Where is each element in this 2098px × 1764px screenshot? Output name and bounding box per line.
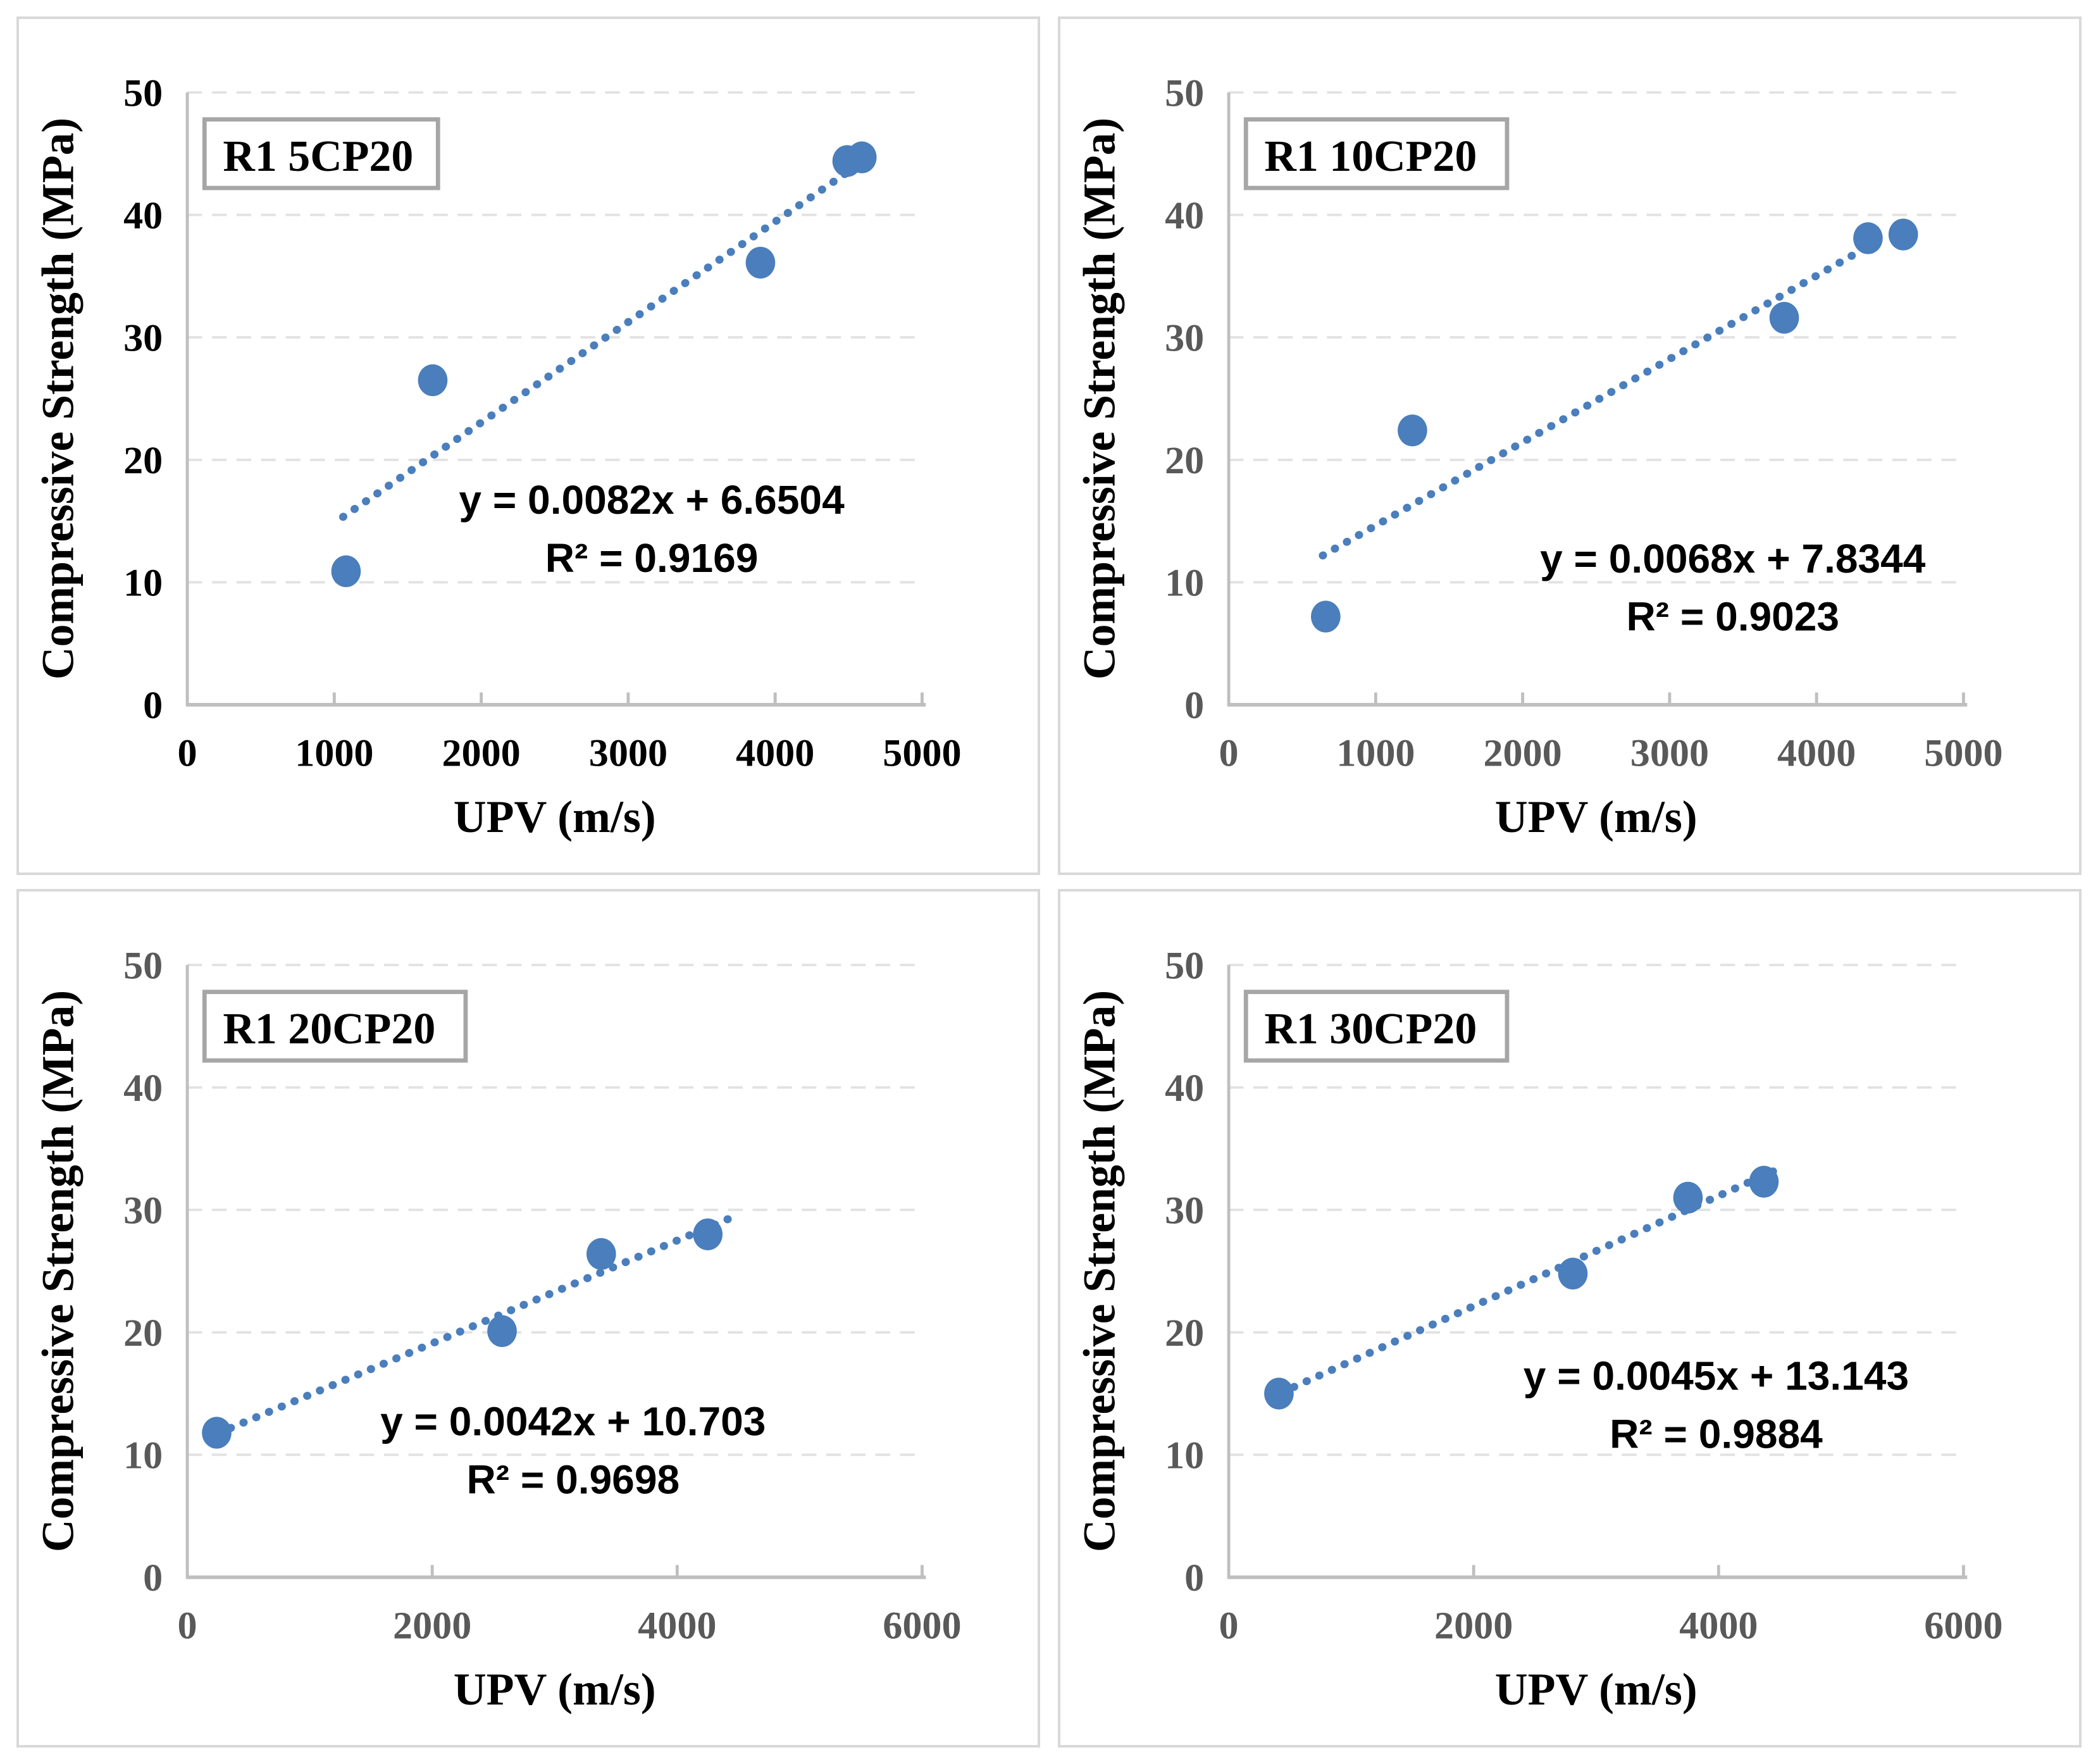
data-point — [1673, 1181, 1703, 1214]
x-tick-label: 0 — [178, 732, 197, 775]
data-point — [1769, 302, 1799, 334]
y-tick-label: 30 — [123, 1189, 163, 1233]
series-label-box — [202, 990, 468, 1063]
trendline-r2: R² = 0.9023 — [1626, 594, 1839, 640]
data-point — [1264, 1377, 1294, 1410]
data-point — [1749, 1165, 1779, 1198]
trendline-equation: y = 0.0045x + 13.143 — [1524, 1353, 1909, 1399]
x-tick-label: 3000 — [589, 732, 667, 775]
series-label-box — [202, 117, 440, 190]
x-tick-label: 4000 — [1777, 732, 1856, 775]
series-label: R1 30CP20 — [1264, 1005, 1477, 1053]
x-tick-label: 1000 — [1336, 732, 1415, 775]
scatter-chart-r1-5cp20: 0 10 20 30 40 50 0 1000 2000 3000 4000 5000 UPV (m/s… — [32, 72, 961, 843]
x-tick-label: 1000 — [295, 732, 373, 775]
y-tick-label: 40 — [123, 194, 163, 237]
x-tick-label: 2000 — [442, 732, 520, 775]
scatter-chart-r1-10cp20: 0 10 20 30 40 50 0 1000 2000 3000 4000 5000 UPV (m/s… — [1074, 72, 2002, 843]
y-tick-label: 10 — [1165, 562, 1204, 605]
x-tick-label: 5000 — [883, 732, 961, 775]
data-point — [1853, 222, 1883, 254]
y-tick-label: 20 — [123, 439, 163, 482]
series-label: R1 5CP20 — [223, 132, 413, 181]
data-point — [1558, 1257, 1588, 1290]
data-point — [202, 1417, 232, 1449]
data-point — [331, 555, 361, 588]
data-point — [1311, 600, 1341, 633]
data-point — [1398, 414, 1427, 447]
trendline — [214, 1214, 735, 1438]
y-tick-label: 0 — [143, 684, 163, 727]
x-tick-label: 6000 — [883, 1605, 961, 1648]
y-tick-label: 10 — [123, 562, 163, 605]
scatter-chart-r1-30cp20: 0 10 20 30 40 50 0 2000 4000 6000 UPV (m/s) Compres… — [1074, 945, 2002, 1715]
y-tick-label: 40 — [1165, 194, 1204, 237]
trendline-equation: y = 0.0068x + 7.8344 — [1540, 536, 1926, 581]
x-tick-label: 3000 — [1630, 732, 1709, 775]
chart-panel-bottom-left: 0 10 20 30 40 50 0 2000 4000 6000 UPV (m/s) Compres… — [16, 889, 1040, 1748]
y-axis-title: Compressive Strength (MPa) — [1074, 118, 1124, 680]
x-tick-label: 0 — [1219, 732, 1239, 775]
y-tick-label: 40 — [123, 1067, 163, 1110]
x-tick-label: 4000 — [736, 732, 814, 775]
x-tick-label: 0 — [178, 1605, 197, 1648]
y-axis-title: Compressive Strength (MPa) — [32, 118, 83, 680]
y-axis-title: Compressive Strength (MPa) — [32, 990, 83, 1552]
y-tick-label: 30 — [123, 317, 163, 360]
x-axis-title: UPV (m/s) — [454, 1664, 656, 1715]
x-tick-label: 4000 — [1679, 1605, 1758, 1648]
y-tick-label: 20 — [123, 1312, 163, 1355]
trendline — [1319, 232, 1891, 560]
trendline — [338, 155, 871, 521]
x-axis-title: UPV (m/s) — [454, 792, 656, 842]
data-point — [418, 364, 448, 397]
data-point — [745, 246, 776, 279]
y-tick-label: 50 — [1165, 945, 1204, 988]
trendline-r2: R² = 0.9884 — [1610, 1412, 1823, 1457]
y-tick-label: 20 — [1165, 439, 1204, 482]
chart-panel-bottom-right: 0 10 20 30 40 50 0 2000 4000 6000 UPV (m/s) Compres… — [1058, 889, 2082, 1748]
x-tick-label: 5000 — [1924, 732, 2002, 775]
data-point — [847, 141, 877, 173]
x-axis-title: UPV (m/s) — [1495, 1664, 1698, 1715]
y-tick-label: 30 — [1165, 1189, 1204, 1233]
series-label: R1 10CP20 — [1264, 132, 1477, 181]
chart-panel-top-right: 0 10 20 30 40 50 0 1000 2000 3000 4000 5000 UPV (m/s… — [1058, 16, 2082, 875]
x-axis-title: UPV (m/s) — [1495, 792, 1698, 842]
trendline-equation: y = 0.0042x + 10.703 — [380, 1398, 766, 1444]
data-point — [487, 1315, 517, 1347]
y-tick-label: 50 — [123, 945, 163, 988]
x-tick-label: 2000 — [1434, 1605, 1513, 1648]
y-tick-label: 20 — [1165, 1312, 1204, 1355]
series-label-box — [1243, 117, 1510, 190]
y-axis-title: Compressive Strength (MPa) — [1074, 990, 1124, 1552]
x-tick-label: 4000 — [638, 1605, 716, 1648]
data-point — [587, 1238, 616, 1270]
scatter-chart-r1-20cp20: 0 10 20 30 40 50 0 2000 4000 6000 UPV (m/s) Compres… — [32, 945, 961, 1715]
trendline-r2: R² = 0.9169 — [545, 535, 759, 581]
y-tick-label: 0 — [1184, 1556, 1204, 1599]
series-label-box — [1243, 990, 1510, 1063]
y-tick-label: 0 — [143, 1556, 163, 1599]
x-tick-label: 2000 — [393, 1605, 471, 1648]
data-point — [1888, 218, 1918, 251]
y-tick-label: 40 — [1165, 1067, 1204, 1110]
y-tick-label: 50 — [1165, 72, 1204, 115]
series-label: R1 20CP20 — [223, 1005, 435, 1053]
y-tick-label: 0 — [1184, 684, 1204, 727]
chart-panel-top-left: 0 10 20 30 40 50 0 1000 2000 3000 4000 5000 UPV (m/s… — [16, 16, 1040, 875]
x-tick-label: 6000 — [1924, 1605, 2002, 1648]
y-tick-label: 10 — [123, 1434, 163, 1477]
data-point — [693, 1218, 723, 1251]
y-tick-label: 50 — [123, 72, 163, 115]
y-tick-label: 10 — [1165, 1434, 1204, 1477]
y-tick-label: 30 — [1165, 317, 1204, 360]
x-tick-label: 2000 — [1483, 732, 1561, 775]
trendline-equation: y = 0.0082x + 6.6504 — [459, 477, 845, 523]
trendline-r2: R² = 0.9698 — [466, 1457, 680, 1502]
x-tick-label: 0 — [1219, 1605, 1239, 1648]
